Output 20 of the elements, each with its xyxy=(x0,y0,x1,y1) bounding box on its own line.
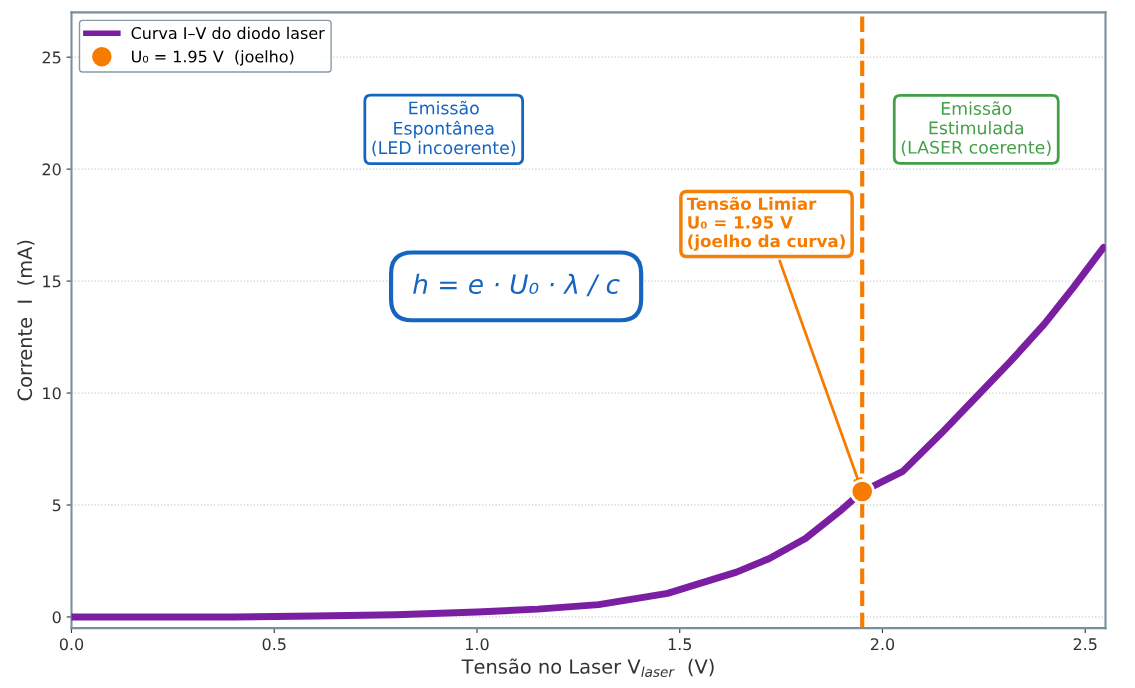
x-tick-label: 1.0 xyxy=(466,638,489,651)
y-tick-label: 20 xyxy=(42,163,61,176)
annotation: Emissão Espontânea (LED incoerente) xyxy=(372,100,516,157)
annotation: h = e · U₀ · λ / c xyxy=(413,273,620,297)
x-tick-label: 2.0 xyxy=(870,638,895,651)
y-axis-title: Corrente I (mA) xyxy=(17,240,35,401)
x-tick-label: 1.5 xyxy=(668,638,692,651)
annotation: Emissão Estimulada (LASER coerente) xyxy=(901,101,1051,156)
x-tick-label: 2.5 xyxy=(1073,638,1097,651)
x-tick-label: 0.0 xyxy=(59,638,84,651)
x-axis-title: Tensão no Laser V$_{laser}$ (V) xyxy=(461,658,714,677)
legend-label: U₀ = 1.95 V (joelho) xyxy=(131,50,294,66)
y-tick-label: 15 xyxy=(43,275,61,288)
y-tick-label: 0 xyxy=(52,611,61,624)
y-tick-label: 5 xyxy=(52,499,61,512)
y-tick-label: 25 xyxy=(42,51,61,64)
legend-label: Curva I–V do diodo laser xyxy=(131,26,325,40)
y-tick-label: 10 xyxy=(43,387,61,400)
x-tick-label: 0.5 xyxy=(262,638,286,651)
annotation: Tensão Limiar U₀ = 1.95 V (joelho da curva) xyxy=(686,196,845,251)
